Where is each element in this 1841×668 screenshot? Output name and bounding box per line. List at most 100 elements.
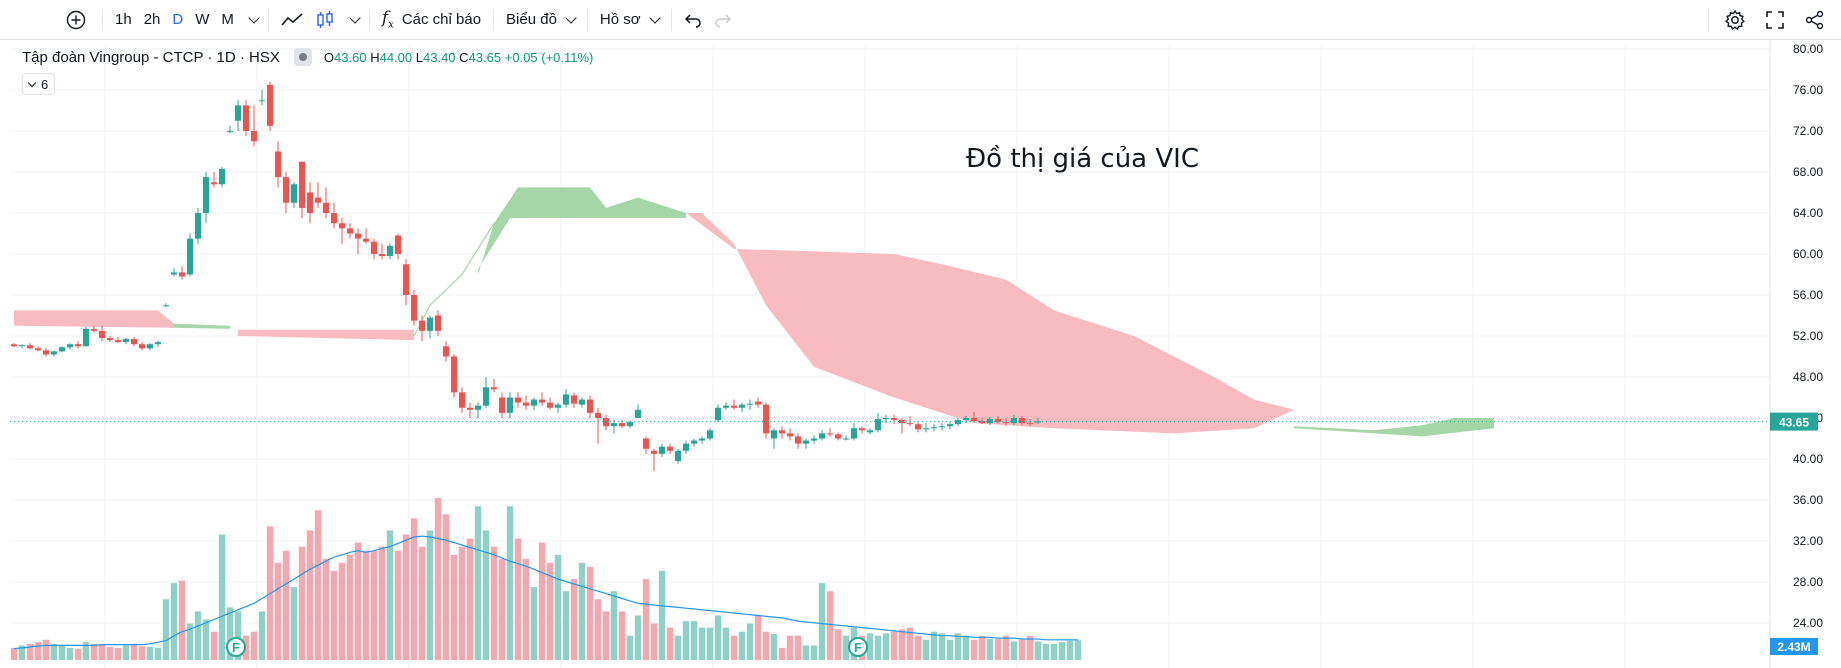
candle [451, 356, 457, 393]
event-marker[interactable] [226, 637, 246, 657]
volume-bar [50, 643, 58, 660]
candle [507, 397, 513, 413]
candle [315, 197, 321, 203]
interval-w[interactable]: W [195, 11, 210, 28]
volume-bar [634, 615, 642, 660]
volume-bar [402, 534, 410, 660]
y-tick-label: 76.00 [1793, 83, 1823, 97]
volume-bar [90, 643, 98, 660]
candle [91, 328, 97, 331]
volume-bar [250, 631, 258, 660]
candle [939, 426, 945, 428]
add-symbol-button[interactable] [56, 5, 96, 35]
indicators-button[interactable]: fx Các chỉ báo [376, 5, 487, 35]
interval-dropdown[interactable] [240, 5, 262, 35]
price-axis[interactable] [1770, 41, 1841, 668]
y-tick-label: 60.00 [1793, 247, 1823, 261]
profile-button[interactable]: Hồ sơ [594, 5, 665, 35]
plus-circle-icon [66, 10, 86, 29]
candle [243, 105, 249, 131]
candle [763, 404, 769, 434]
chevron-down-icon [648, 11, 661, 24]
share-button[interactable] [1795, 5, 1835, 35]
volume-bar [978, 635, 986, 660]
toolbar-divider [102, 8, 103, 31]
volume-bar [506, 506, 514, 660]
candle [627, 422, 633, 427]
line-chart-icon [281, 12, 303, 26]
candle [723, 405, 729, 408]
candle [595, 412, 601, 418]
open-value: 43.60 [334, 49, 367, 65]
y-tick-label: 32.00 [1793, 534, 1823, 548]
volume-bar [274, 562, 282, 660]
redo-button[interactable] [708, 5, 738, 35]
volume-bar [122, 645, 130, 660]
price-chart[interactable]: F F 80.00 76.00 72.00 68.00 64.00 60.00 56.00 52.… [0, 41, 1841, 668]
volume-bar [226, 607, 234, 660]
candle [747, 403, 753, 405]
interval-1h[interactable]: 1h [115, 11, 132, 28]
volume-bar [346, 554, 354, 660]
candle [267, 84, 273, 126]
event-marker[interactable] [848, 637, 868, 657]
candle [963, 418, 969, 421]
volume-bar [730, 635, 738, 660]
high-value: 44.00 [379, 49, 413, 65]
volume-bar [330, 570, 338, 660]
volume-bar [34, 642, 42, 660]
volume-bar [1050, 643, 1058, 660]
toolbar-divider [670, 8, 672, 31]
volume-bar [890, 631, 898, 660]
candle [555, 404, 561, 408]
candle [715, 407, 721, 421]
volume-bar [898, 629, 906, 660]
candle [675, 450, 681, 462]
volume-bar [386, 530, 394, 660]
volume-bar [802, 645, 810, 660]
volume-bar [98, 644, 106, 660]
line-style-button[interactable] [275, 5, 309, 35]
candle-style-button[interactable] [309, 5, 341, 35]
volume-bar [602, 611, 610, 660]
candle [1011, 418, 1017, 424]
settings-button[interactable] [1715, 5, 1755, 35]
volume-bar [138, 646, 146, 660]
candle [371, 241, 377, 254]
chevron-down-icon [248, 11, 260, 24]
chart-area[interactable]: F F 80.00 76.00 72.00 68.00 64.00 60.00 56.00 52.… [0, 41, 1841, 668]
candle [347, 228, 353, 234]
volume-bar [418, 546, 426, 660]
volume-bar [618, 611, 626, 660]
candle [11, 344, 17, 347]
y-tick-label: 48.00 [1793, 370, 1823, 384]
candle [523, 402, 529, 406]
candle [259, 100, 265, 102]
fullscreen-button[interactable] [1755, 5, 1795, 35]
volume-bar [674, 635, 682, 660]
volume-bar [170, 583, 178, 660]
change-value: +0.05 (+0.11%) [504, 49, 594, 65]
candle [563, 394, 569, 405]
volume-bar [650, 623, 658, 660]
volume-bar [658, 570, 666, 660]
candle [307, 192, 313, 213]
interval-m[interactable]: M [221, 11, 234, 28]
undo-button[interactable] [678, 5, 708, 35]
indicators-collapse-button[interactable]: 6 [22, 73, 56, 95]
style-dropdown[interactable] [341, 5, 363, 35]
symbol-title[interactable]: Tập đoàn Vingroup - CTCP · 1D · HSX [22, 48, 280, 66]
last-price-badge [1770, 412, 1818, 431]
interval-2h[interactable]: 2h [143, 11, 161, 28]
visibility-dot-icon[interactable] [293, 48, 312, 66]
chart-layout-button[interactable]: Biểu đồ [500, 5, 581, 35]
ohlc-readout: O43.60 H44.00 L43.40 C43.65 +0.05 (+0.11… [324, 50, 593, 65]
candle [19, 345, 25, 347]
candle [459, 392, 465, 408]
interval-d[interactable]: D [172, 11, 184, 28]
candle [803, 440, 809, 444]
volume-bar [378, 546, 386, 660]
candle [571, 395, 577, 404]
y-tick-label: 68.00 [1793, 165, 1823, 179]
candle [75, 344, 81, 347]
